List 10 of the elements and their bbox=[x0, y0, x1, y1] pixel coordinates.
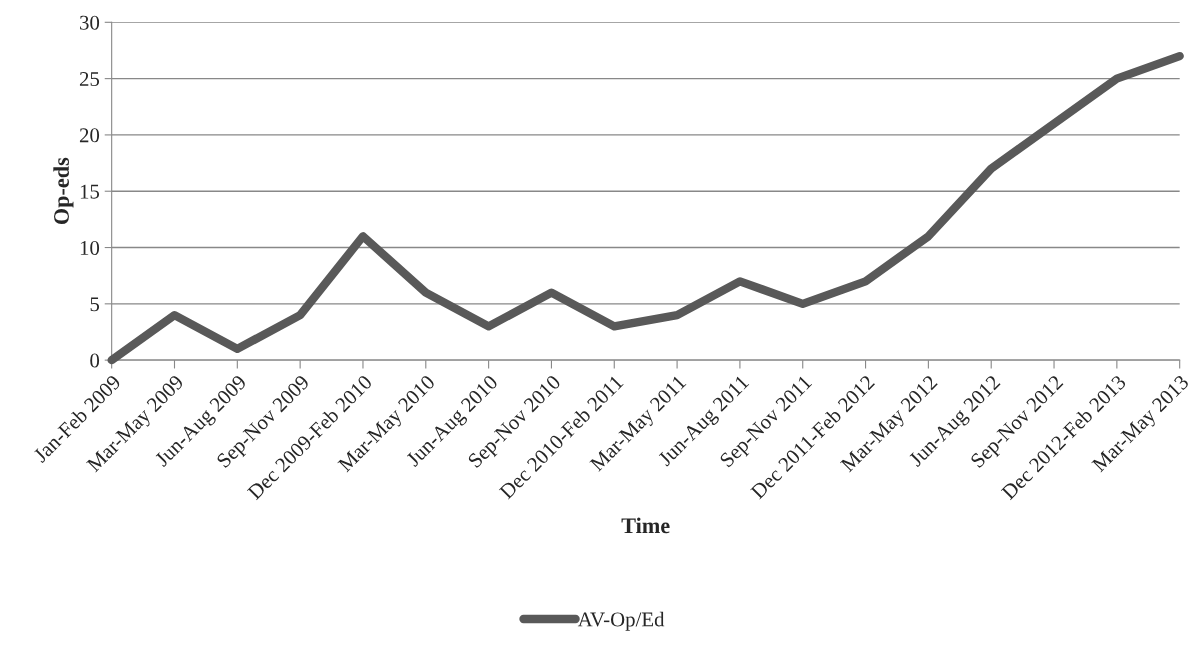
y-axis-title: Op-eds bbox=[53, 157, 74, 225]
legend-label: AV-Op/Ed bbox=[577, 611, 665, 631]
y-tick-label: 20 bbox=[79, 128, 100, 143]
y-tick-label: 5 bbox=[90, 297, 100, 312]
y-tick-label: 15 bbox=[80, 184, 100, 199]
x-axis-title: Time bbox=[621, 517, 670, 534]
y-tick-label: 25 bbox=[79, 72, 100, 87]
y-tick-label: 0 bbox=[90, 353, 100, 368]
y-tick-label: 30 bbox=[80, 15, 100, 30]
y-tick-label: 10 bbox=[80, 240, 100, 255]
